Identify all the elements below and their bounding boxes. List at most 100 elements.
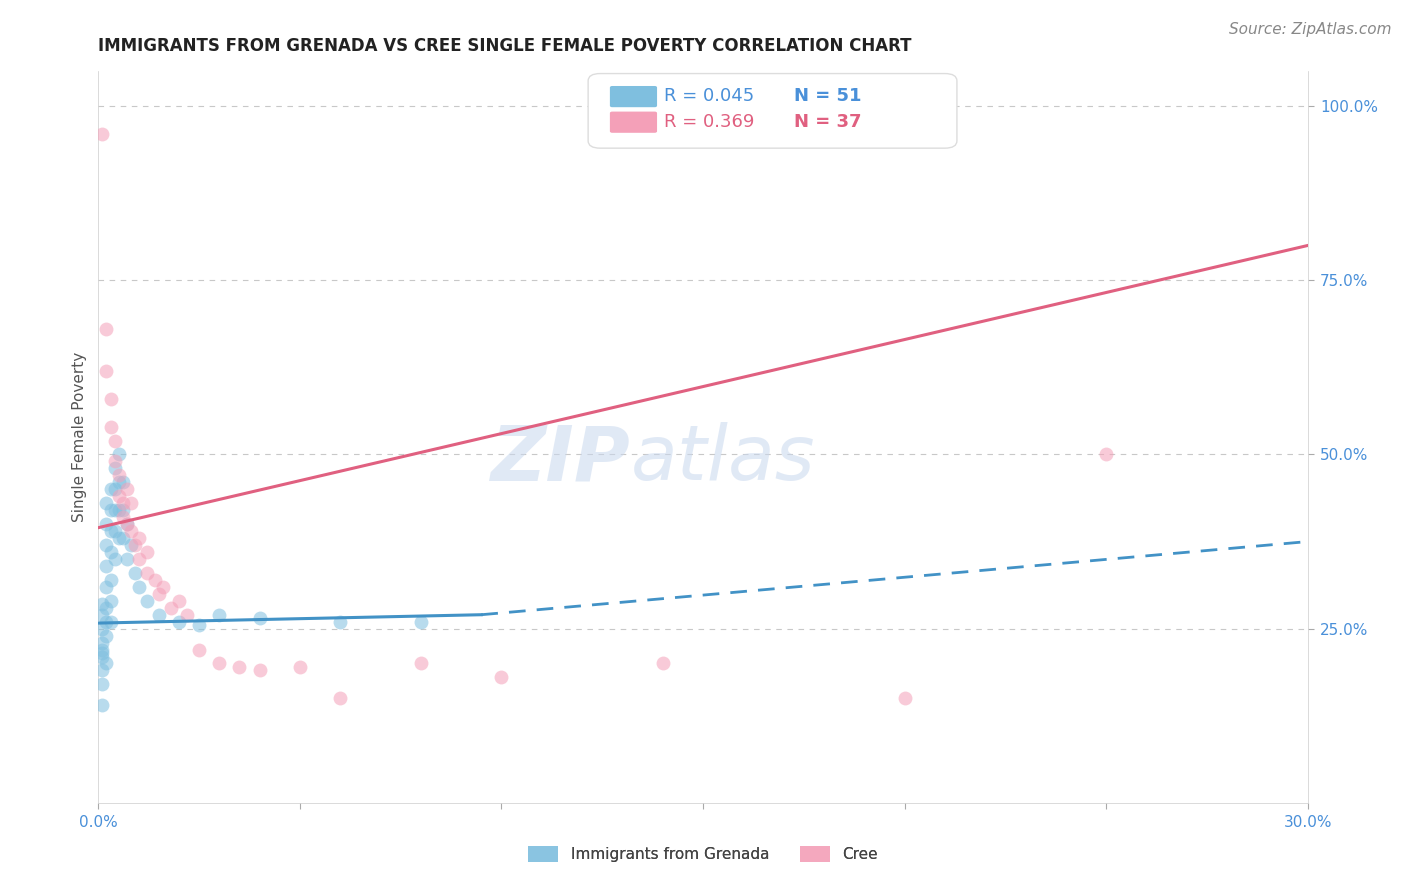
- Point: [228, 660, 250, 674]
- Point: [96, 580, 118, 594]
- FancyBboxPatch shape: [610, 112, 657, 133]
- Point: [651, 657, 673, 671]
- Point: [111, 475, 134, 490]
- Text: IMMIGRANTS FROM GRENADA VS CREE SINGLE FEMALE POVERTY CORRELATION CHART: IMMIGRANTS FROM GRENADA VS CREE SINGLE F…: [98, 37, 912, 54]
- Point: [148, 587, 170, 601]
- Point: [96, 657, 118, 671]
- Point: [893, 691, 915, 706]
- Point: [91, 664, 114, 678]
- Point: [152, 580, 174, 594]
- Point: [120, 524, 142, 538]
- Point: [103, 454, 125, 468]
- Point: [135, 545, 157, 559]
- Point: [288, 660, 311, 674]
- Point: [91, 635, 114, 649]
- Point: [124, 566, 146, 580]
- Point: [409, 657, 432, 671]
- Point: [128, 552, 150, 566]
- Point: [143, 573, 166, 587]
- Point: [100, 483, 122, 497]
- Point: [111, 503, 134, 517]
- Point: [100, 615, 122, 629]
- Point: [409, 615, 432, 629]
- FancyBboxPatch shape: [588, 73, 957, 148]
- Point: [111, 496, 134, 510]
- Point: [103, 503, 125, 517]
- Point: [103, 434, 125, 448]
- Point: [491, 670, 513, 684]
- Point: [100, 503, 122, 517]
- Text: Source: ZipAtlas.com: Source: ZipAtlas.com: [1229, 22, 1392, 37]
- Point: [111, 510, 134, 524]
- Point: [103, 524, 125, 538]
- Point: [208, 657, 231, 671]
- Point: [107, 503, 129, 517]
- Point: [91, 646, 114, 660]
- Point: [103, 461, 125, 475]
- Point: [115, 552, 138, 566]
- Point: [91, 597, 114, 611]
- Point: [91, 607, 114, 622]
- Text: ZIP: ZIP: [491, 422, 630, 496]
- Point: [100, 524, 122, 538]
- Point: [100, 594, 122, 608]
- Point: [96, 558, 118, 573]
- Text: atlas: atlas: [630, 422, 815, 496]
- Point: [160, 600, 183, 615]
- Point: [107, 531, 129, 545]
- Point: [120, 538, 142, 552]
- Point: [249, 611, 271, 625]
- Point: [128, 580, 150, 594]
- Point: [167, 615, 190, 629]
- Point: [96, 629, 118, 643]
- Point: [115, 483, 138, 497]
- Point: [96, 600, 118, 615]
- Point: [96, 364, 118, 378]
- Point: [103, 483, 125, 497]
- Point: [329, 615, 352, 629]
- Point: [128, 531, 150, 545]
- Text: N = 37: N = 37: [793, 112, 862, 131]
- Point: [115, 517, 138, 532]
- Point: [107, 475, 129, 490]
- Point: [107, 468, 129, 483]
- Point: [96, 517, 118, 532]
- Point: [188, 642, 211, 657]
- Point: [103, 552, 125, 566]
- Text: R = 0.369: R = 0.369: [664, 112, 755, 131]
- Point: [91, 698, 114, 713]
- Point: [176, 607, 198, 622]
- Point: [96, 496, 118, 510]
- Legend: Immigrants from Grenada, Cree: Immigrants from Grenada, Cree: [522, 840, 884, 868]
- Point: [107, 489, 129, 503]
- Point: [1095, 448, 1118, 462]
- Point: [188, 618, 211, 632]
- Point: [124, 538, 146, 552]
- Point: [91, 649, 114, 664]
- Point: [96, 322, 118, 336]
- Point: [91, 677, 114, 691]
- Point: [96, 615, 118, 629]
- Point: [148, 607, 170, 622]
- Point: [167, 594, 190, 608]
- Point: [100, 573, 122, 587]
- Text: N = 51: N = 51: [793, 87, 862, 105]
- Point: [329, 691, 352, 706]
- Point: [91, 642, 114, 657]
- Point: [115, 517, 138, 532]
- Y-axis label: Single Female Poverty: Single Female Poverty: [72, 352, 87, 522]
- Point: [96, 538, 118, 552]
- Point: [91, 127, 114, 141]
- Point: [120, 496, 142, 510]
- Point: [100, 419, 122, 434]
- Point: [249, 664, 271, 678]
- Point: [91, 622, 114, 636]
- Point: [111, 531, 134, 545]
- Point: [107, 448, 129, 462]
- Point: [135, 594, 157, 608]
- FancyBboxPatch shape: [610, 86, 657, 107]
- Point: [100, 392, 122, 406]
- Text: R = 0.045: R = 0.045: [664, 87, 755, 105]
- Point: [100, 545, 122, 559]
- Point: [135, 566, 157, 580]
